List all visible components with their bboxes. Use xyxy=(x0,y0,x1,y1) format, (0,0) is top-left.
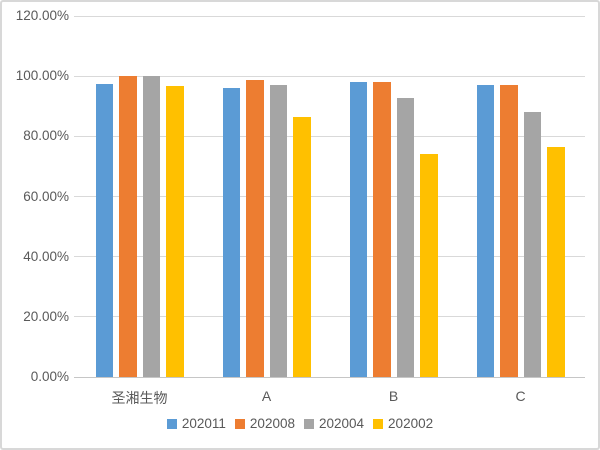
y-tick-label: 120.00% xyxy=(15,8,69,23)
bar-202002-4 xyxy=(547,146,565,377)
bar-202004-2 xyxy=(269,84,287,377)
y-tick-label: 0.00% xyxy=(30,369,69,384)
legend-label: 202004 xyxy=(318,416,365,431)
legend-item-202008: 202008 xyxy=(234,416,295,431)
bar-202004-1 xyxy=(142,76,160,377)
x-category-label: B xyxy=(388,388,399,404)
y-tick-label: 80.00% xyxy=(23,128,69,144)
x-category-label: A xyxy=(261,388,272,404)
bar-202008-4 xyxy=(500,85,518,377)
y-tick-label: 100.00% xyxy=(15,68,69,84)
legend-swatch-icon xyxy=(166,418,177,429)
bar-202011-1 xyxy=(95,84,113,377)
bar-202004-4 xyxy=(523,112,541,377)
y-tick-label: 60.00% xyxy=(23,188,69,204)
legend-swatch-icon xyxy=(373,418,384,429)
bar-202002-1 xyxy=(166,85,184,377)
legend-label: 202011 xyxy=(181,416,226,431)
legend-label: 202008 xyxy=(249,416,295,431)
gridline xyxy=(74,256,585,258)
legend-swatch-icon xyxy=(303,418,314,429)
bar-202011-3 xyxy=(349,82,367,377)
bar-202004-3 xyxy=(396,98,414,377)
bar-202008-2 xyxy=(246,79,264,377)
bar-202011-4 xyxy=(476,85,494,377)
legend-label: 202002 xyxy=(388,416,434,431)
bar-202011-2 xyxy=(222,87,240,377)
legend: 202011 202008 202004 202002 xyxy=(0,416,600,431)
legend-item-202002: 202002 xyxy=(373,416,433,431)
legend-item-202004: 202004 xyxy=(303,416,365,431)
bar-202008-1 xyxy=(119,76,137,377)
legend-item-202011: 202011 xyxy=(166,416,226,431)
x-axis-line xyxy=(74,376,585,378)
y-tick-label: 20.00% xyxy=(23,308,69,324)
legend-swatch-icon xyxy=(234,418,245,429)
bar-202002-3 xyxy=(420,154,438,377)
y-tick-label: 40.00% xyxy=(23,248,69,264)
gridline xyxy=(74,75,585,77)
x-category-label: C xyxy=(515,388,526,404)
bar-202002-2 xyxy=(293,116,311,377)
gridline xyxy=(74,135,585,137)
gridline xyxy=(74,316,585,318)
bar-202008-3 xyxy=(373,82,391,377)
gridline xyxy=(74,196,585,197)
x-category-label: 圣湘生物 xyxy=(111,390,168,406)
gridline xyxy=(74,15,585,17)
